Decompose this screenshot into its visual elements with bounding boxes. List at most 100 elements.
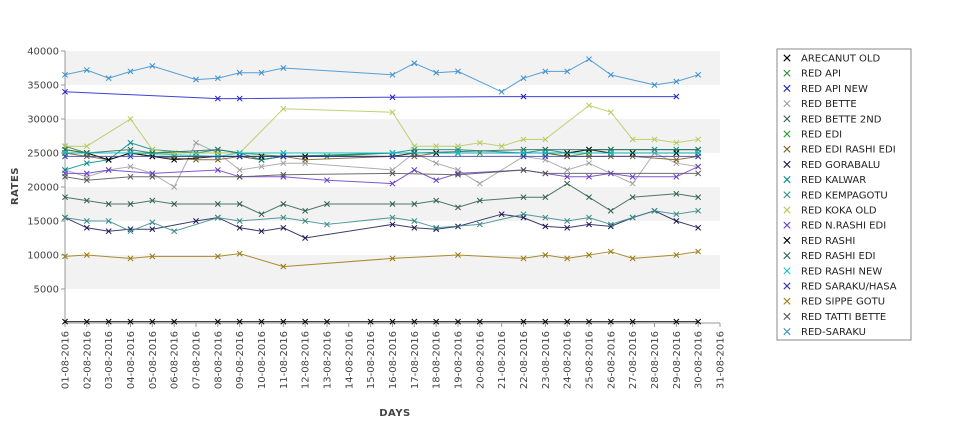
data-point-marker [673, 139, 680, 146]
data-point-marker [236, 69, 243, 76]
data-point-marker [149, 150, 156, 156]
data-point-marker [695, 71, 702, 78]
data-point-marker [433, 177, 440, 184]
legend-marker [783, 297, 791, 305]
data-point-marker [455, 318, 461, 325]
data-point-marker [302, 235, 309, 241]
data-point-marker [389, 94, 396, 101]
data-point-marker [476, 318, 483, 325]
series-group [62, 207, 702, 235]
data-point-marker [389, 153, 396, 160]
x-tick-label: 14-08-2016 [344, 331, 355, 389]
data-point-marker [695, 170, 702, 177]
data-point-marker [127, 255, 134, 262]
data-point-marker [586, 173, 592, 180]
data-point-marker [280, 214, 287, 221]
x-tick-label: 10-08-2016 [257, 331, 268, 389]
data-point-marker [455, 204, 461, 211]
data-point-marker [127, 318, 134, 325]
x-tick-label: 20-08-2016 [475, 331, 486, 389]
data-point-marker [302, 318, 309, 325]
data-point-marker [324, 318, 330, 325]
data-point-marker [455, 171, 461, 178]
data-point-marker [171, 201, 178, 207]
series-group [62, 167, 702, 184]
data-point-marker [607, 109, 614, 116]
data-point-marker [171, 318, 178, 325]
data-point-marker [411, 143, 418, 150]
series-group [62, 207, 702, 241]
data-point-marker [564, 68, 571, 75]
legend-item-label: RED N.RASHI EDI [801, 221, 886, 232]
legend-item-label: RED SARAKU/HASA [801, 282, 897, 293]
series-group [62, 56, 702, 95]
data-point-marker [236, 250, 243, 257]
data-point-marker [411, 224, 418, 231]
data-point-marker [280, 171, 287, 178]
y-tick-label: 35000 [27, 81, 59, 92]
data-point-marker [498, 211, 505, 218]
data-point-marker [629, 173, 636, 180]
data-point-marker [105, 156, 112, 163]
data-point-marker [149, 253, 156, 260]
data-point-marker [83, 318, 90, 325]
legend-item-label: ARECANUT OLD [801, 54, 880, 65]
legend-item-label: RED API NEW [801, 84, 868, 95]
data-point-marker [280, 318, 287, 325]
x-tick-label: 17-08-2016 [410, 331, 421, 389]
data-point-marker [607, 223, 614, 230]
data-point-marker [105, 318, 112, 325]
x-tick-label: 07-08-2016 [192, 331, 203, 389]
data-point-marker [607, 248, 614, 255]
data-point-marker [389, 201, 396, 207]
data-point-marker [127, 173, 134, 180]
series-line [64, 91, 677, 100]
data-point-marker [586, 160, 592, 167]
data-point-marker [651, 136, 658, 143]
data-point-marker [695, 136, 702, 143]
legend-item-label: RED BETTE [801, 99, 857, 110]
data-point-marker [171, 156, 178, 163]
series-group [62, 88, 680, 102]
data-point-marker [564, 318, 571, 325]
x-tick-label: 06-08-2016 [170, 331, 181, 389]
legend-item-label: RED RASHI NEW [801, 266, 882, 277]
series-line [65, 166, 699, 185]
data-point-marker [258, 69, 265, 76]
data-point-marker [520, 75, 527, 82]
data-point-marker [564, 173, 571, 180]
data-point-marker [127, 139, 134, 146]
data-point-marker [695, 163, 702, 170]
chart-series [62, 56, 702, 325]
data-point-marker [193, 76, 199, 83]
x-tick-label: 26-08-2016 [606, 331, 617, 389]
data-point-marker [498, 143, 505, 150]
data-point-marker [433, 69, 440, 76]
x-tick-label: 11-08-2016 [279, 331, 290, 389]
data-point-marker [149, 197, 156, 204]
legend-item-label: RED KOKA OLD [801, 206, 877, 217]
data-point-marker [389, 214, 396, 221]
x-tick-label: 12-08-2016 [301, 331, 312, 389]
x-tick-label: 16-08-2016 [388, 331, 399, 389]
series-line [64, 142, 699, 188]
data-point-marker [149, 63, 156, 69]
chart-axes: 5000 10000 15000 20000 25000 30000 35000 40000 0… [27, 47, 726, 390]
data-point-marker [520, 255, 527, 262]
data-point-marker [236, 201, 243, 207]
data-point-marker [83, 143, 90, 150]
data-point-marker [564, 224, 571, 231]
data-point-marker [607, 318, 614, 325]
data-point-marker [433, 197, 440, 204]
data-point-marker [149, 226, 156, 233]
data-point-marker [236, 153, 243, 160]
data-point-marker [695, 194, 702, 201]
data-point-marker [236, 95, 243, 102]
data-point-marker [542, 153, 549, 160]
data-point-marker [476, 180, 483, 187]
grid-band [65, 51, 720, 85]
data-point-marker [411, 318, 418, 325]
data-point-marker [367, 318, 374, 325]
data-point-marker [214, 95, 221, 102]
data-point-marker [105, 201, 112, 207]
